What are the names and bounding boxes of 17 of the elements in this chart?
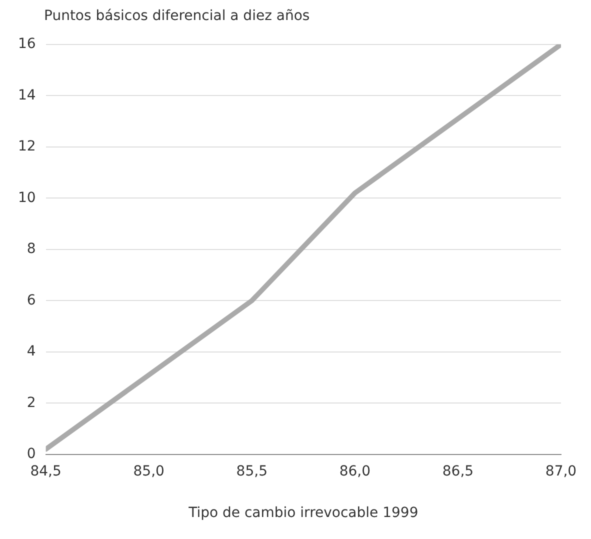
y-tick-label: 12	[18, 138, 36, 155]
y-tick-label: 8	[26, 241, 36, 258]
x-tick-label: 84,5	[30, 463, 62, 480]
y-tick-label: 6	[26, 292, 36, 308]
y-tick-label: 16	[18, 36, 36, 52]
y-tick-label: 0	[26, 446, 36, 462]
x-tick-label: 86,0	[339, 463, 371, 480]
x-tick-label: 85,5	[236, 463, 268, 480]
y-tick-label: 14	[18, 87, 36, 104]
x-tick-label: 87,0	[545, 463, 577, 480]
x-tick-label: 85,0	[133, 463, 164, 480]
x-axis-title: Tipo de cambio irrevocable 1999	[188, 505, 418, 522]
y-tick-label: 10	[18, 190, 36, 206]
x-tick-label: 86,5	[442, 463, 474, 480]
y-axis-title: Puntos básicos diferencial a diez años	[43, 8, 311, 26]
y-tick-label: 2	[26, 394, 36, 411]
y-tick-label: 4	[26, 344, 36, 360]
